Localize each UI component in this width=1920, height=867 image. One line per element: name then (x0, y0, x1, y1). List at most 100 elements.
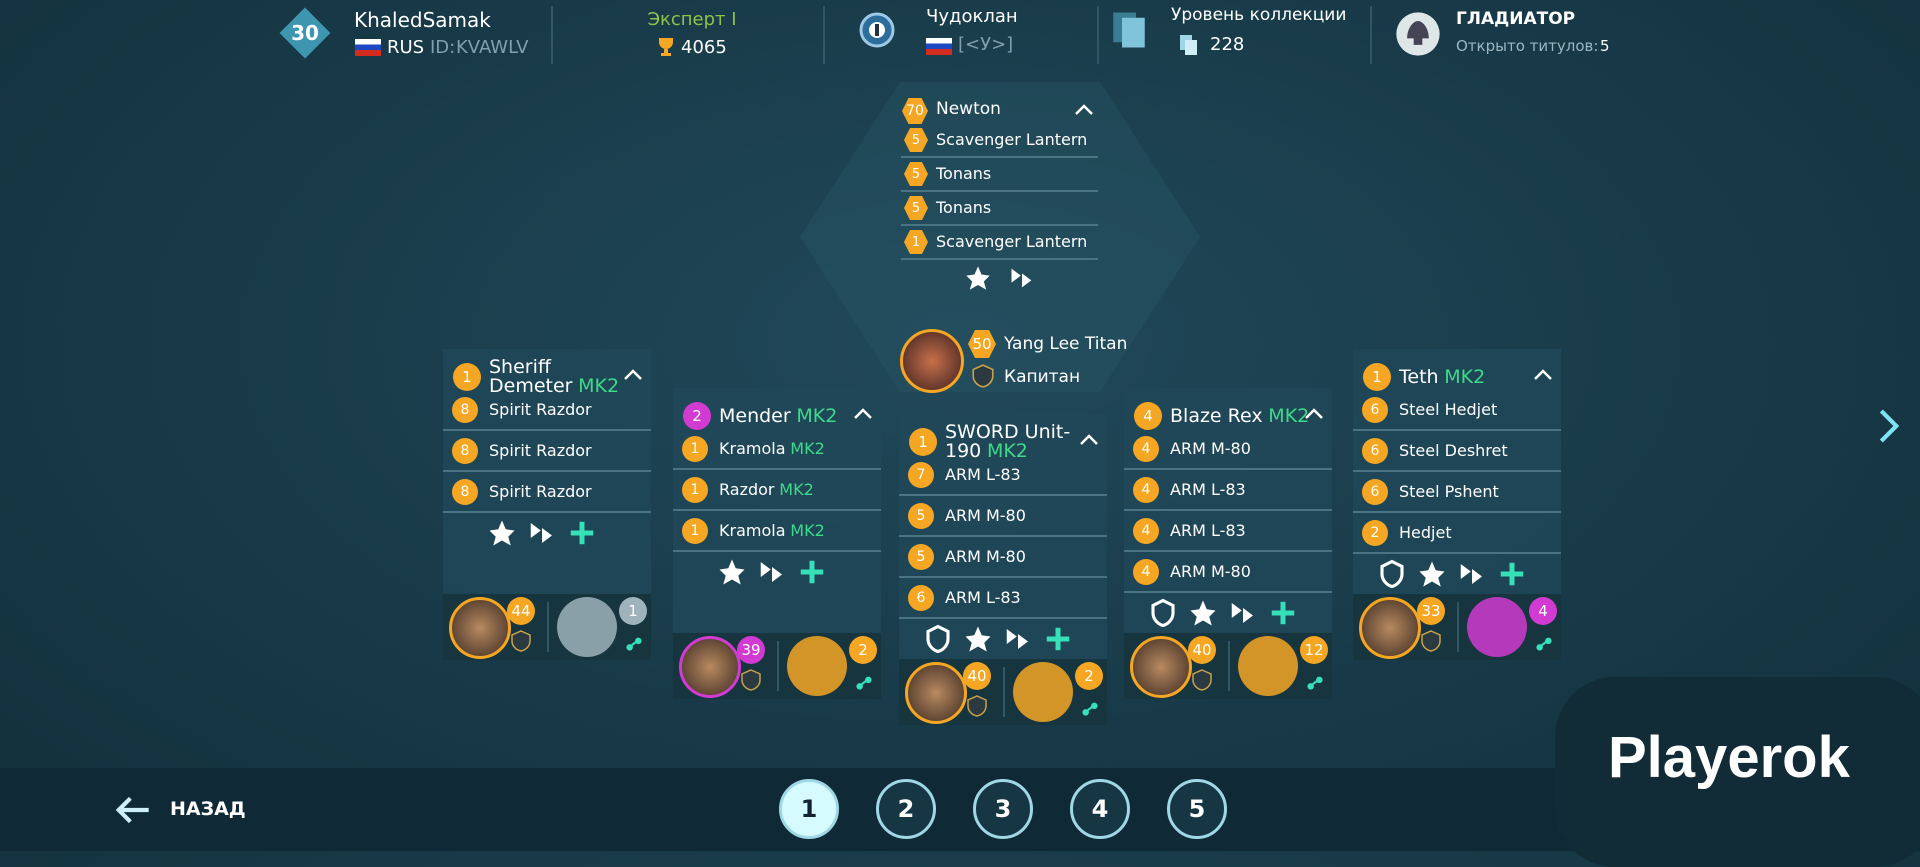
back-button[interactable]: НАЗАД (110, 786, 260, 832)
weapon-row (673, 470, 881, 511)
level-badge: 4 (1133, 477, 1159, 503)
back-label: НАЗАД (170, 798, 246, 820)
icon-graphic (1231, 603, 1253, 623)
robot-name: Blaze Rex MK2 (1170, 388, 1310, 444)
weapon-row (899, 455, 1107, 496)
weapon-row (899, 537, 1107, 578)
pilot-portrait (1130, 636, 1192, 698)
ability-icon (964, 264, 992, 292)
page-button[interactable]: 1 (779, 779, 839, 839)
weapon-name: Steel Hedjet (1399, 400, 1497, 419)
robot-panel: 2 Mender MK2 1 Kramola MK2 1 Razdor MK2 1 Kramola M… (673, 388, 881, 699)
weapon-row (1124, 511, 1332, 552)
robot-panel: 1 Sheriff Demeter MK2 8 Spirit Razdor 8 Spirit… (443, 349, 651, 660)
collapse[interactable] (851, 402, 875, 426)
level-badge: 6 (1362, 479, 1388, 505)
drone-portrait (1013, 662, 1073, 722)
collapse[interactable] (1072, 98, 1096, 122)
icon-graphic (1180, 35, 1197, 55)
level-badge: 6 (1362, 397, 1388, 423)
icon-graphic (570, 521, 594, 545)
title-icon (1392, 8, 1444, 60)
divider (1228, 641, 1230, 691)
weapon-row (443, 390, 651, 431)
icon-graphic (972, 364, 994, 388)
weapon-mk: MK2 (790, 521, 825, 540)
icon-graphic (760, 562, 782, 582)
level-badge: 1 (619, 597, 647, 625)
id-label: ID: (430, 37, 456, 58)
level-badge: 1 (909, 428, 937, 456)
icon-graphic (115, 796, 149, 824)
level-badge: 8 (452, 438, 478, 464)
ability-icon (1497, 559, 1527, 589)
page-button[interactable]: 5 (1167, 779, 1227, 839)
level-badge: 4 (1133, 518, 1159, 544)
weapon-name-base: Hedjet (1399, 523, 1452, 542)
page-button[interactable]: 2 (876, 779, 936, 839)
flag (355, 39, 381, 56)
icon-graphic (1879, 409, 1900, 443)
collapse[interactable] (1077, 428, 1101, 452)
cards-icon (1177, 32, 1201, 58)
titan-panel: 70 Newton 5 Scavenger Lantern 5 Tonans 5 Tonans… (800, 82, 1200, 393)
title-opened: 5 (1600, 37, 1610, 55)
ability-icon (1377, 559, 1407, 589)
weapon-name: Steel Deshret (1399, 441, 1508, 460)
weapon-name: ARM L-83 (945, 588, 1021, 607)
rank-icon (739, 667, 763, 693)
level-badge: 40 (1188, 636, 1216, 664)
robot-name: Sheriff Demeter MK2 (489, 349, 629, 405)
separator (551, 6, 553, 64)
weapon-name-base: ARM L-83 (945, 588, 1021, 607)
ability-icon (1417, 559, 1447, 589)
weapon-name-base: ARM M-80 (945, 547, 1026, 566)
collapse[interactable] (621, 363, 645, 387)
icon-graphic (1151, 598, 1175, 628)
player-id: KVAWLV (456, 37, 529, 58)
icon-graphic (1006, 629, 1028, 649)
collapse[interactable] (1531, 363, 1555, 387)
weapon-name-base: ARM M-80 (1170, 562, 1251, 581)
icon-graphic (966, 266, 990, 290)
level-badge: 2 (1362, 520, 1388, 546)
page-button[interactable]: 4 (1070, 779, 1130, 839)
icon-graphic (1271, 601, 1295, 625)
next-arrow[interactable] (1868, 404, 1908, 448)
icon-graphic (1380, 559, 1404, 589)
icon-graphic (1307, 676, 1323, 690)
collapse[interactable] (1302, 402, 1326, 426)
level-badge: 2 (849, 636, 877, 664)
rank-icon (965, 693, 989, 719)
level-badge: 8 (452, 397, 478, 423)
weapon-mk: MK2 (790, 439, 825, 458)
robot-name-base: SWORD Unit-190 (945, 421, 1071, 462)
divider (547, 602, 549, 652)
level-badge: 1 (682, 518, 708, 544)
weapon-name-base: Steel Deshret (1399, 441, 1508, 460)
collection-icon (1108, 8, 1150, 52)
weapon-name: Spirit Razdor (489, 441, 592, 460)
robot-name-text: Mender MK2 (719, 406, 837, 426)
ability-icon (1148, 598, 1178, 628)
ability-icon (1008, 264, 1036, 292)
weapon-name-base: Kramola (719, 439, 786, 458)
icon-graphic (967, 695, 987, 717)
trophy-icon (654, 35, 678, 59)
weapon-row (1353, 513, 1561, 554)
ability-icon (757, 557, 787, 587)
level-badge: 8 (452, 479, 478, 505)
weapon-name: ARM M-80 (945, 506, 1026, 525)
trophies: 4065 (681, 37, 727, 58)
icon-graphic (1113, 12, 1145, 48)
collection-label: Уровень коллекции (1171, 5, 1347, 25)
robot-panel: 1 SWORD Unit-190 MK2 7 ARM L-83 5 ARM M-80 5 ARM… (899, 414, 1107, 725)
icon-graphic (1305, 408, 1323, 419)
level-badge: 4 (1529, 597, 1557, 625)
level-badge: 7 (908, 462, 934, 488)
weapon-row (443, 431, 651, 472)
weapon-name: ARM M-80 (1170, 562, 1251, 581)
ability-icon (963, 624, 993, 654)
page-button[interactable]: 3 (973, 779, 1033, 839)
league-name: Эксперт I (647, 9, 737, 30)
